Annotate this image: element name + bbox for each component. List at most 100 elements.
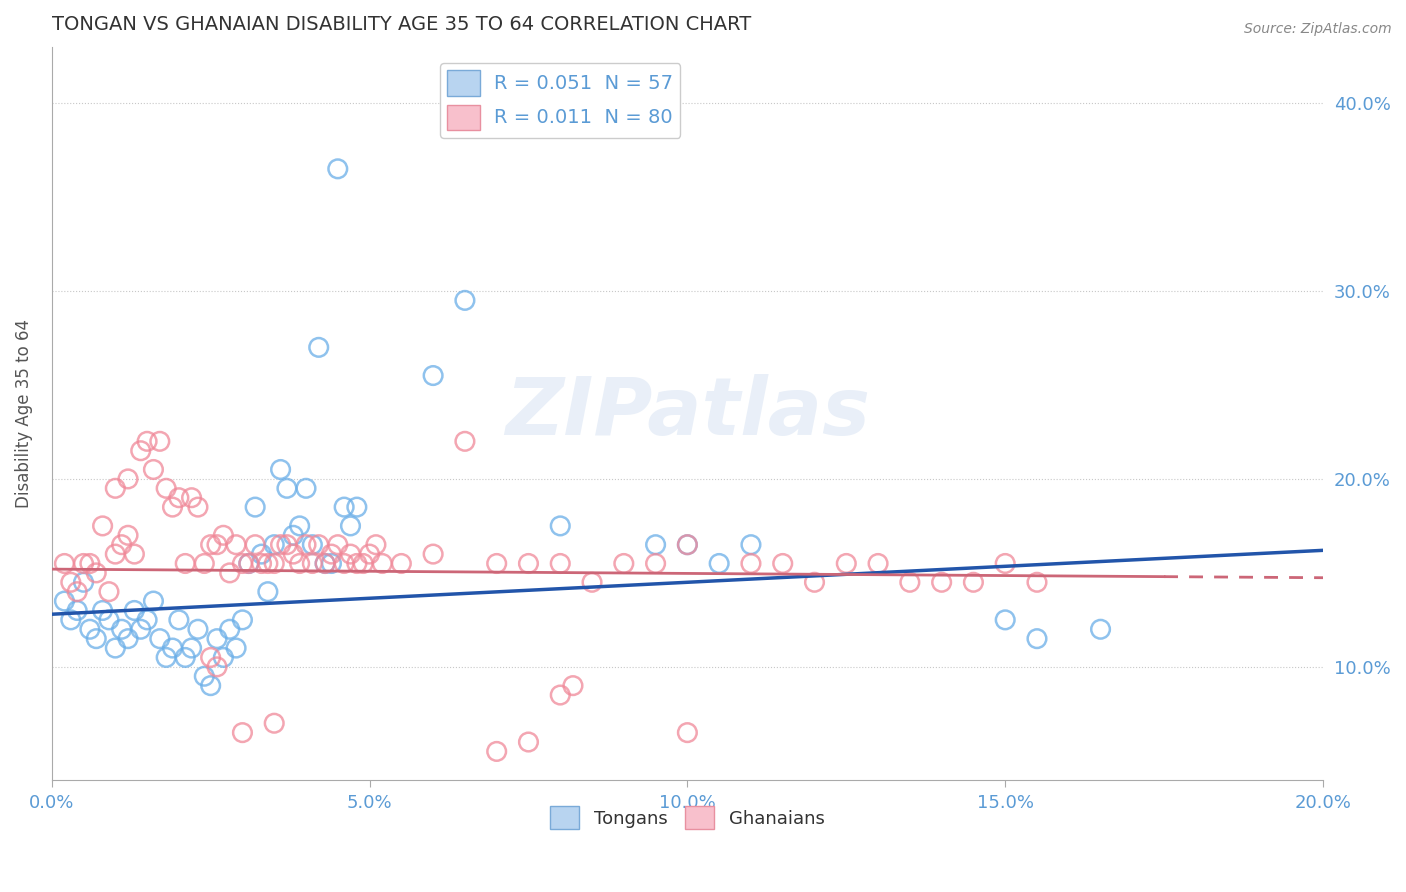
Point xyxy=(129,622,152,636)
Point xyxy=(454,293,477,308)
Point xyxy=(193,669,215,683)
Point xyxy=(276,481,298,495)
Point xyxy=(218,622,240,636)
Point xyxy=(517,557,540,571)
Point xyxy=(124,547,146,561)
Point xyxy=(321,547,343,561)
Point xyxy=(66,603,89,617)
Point xyxy=(548,519,571,533)
Point xyxy=(167,491,190,505)
Point xyxy=(155,481,177,495)
Point xyxy=(97,584,120,599)
Point xyxy=(59,613,82,627)
Point xyxy=(180,641,202,656)
Point xyxy=(167,613,190,627)
Point xyxy=(295,538,318,552)
Text: Source: ZipAtlas.com: Source: ZipAtlas.com xyxy=(1244,22,1392,37)
Point xyxy=(174,650,197,665)
Point xyxy=(200,679,222,693)
Point xyxy=(308,538,330,552)
Point xyxy=(257,584,280,599)
Point xyxy=(962,575,984,590)
Point xyxy=(548,688,571,702)
Point xyxy=(740,538,762,552)
Point xyxy=(314,557,336,571)
Point xyxy=(898,575,921,590)
Point xyxy=(72,575,94,590)
Point xyxy=(212,528,235,542)
Point xyxy=(238,557,260,571)
Point xyxy=(117,472,139,486)
Point xyxy=(707,557,730,571)
Point xyxy=(644,538,666,552)
Point xyxy=(422,368,444,383)
Point xyxy=(517,735,540,749)
Point xyxy=(352,557,374,571)
Point xyxy=(205,660,228,674)
Point xyxy=(581,575,603,590)
Point xyxy=(288,519,311,533)
Point xyxy=(835,557,858,571)
Point xyxy=(326,161,349,176)
Point xyxy=(243,500,266,515)
Point xyxy=(359,547,381,561)
Point xyxy=(117,632,139,646)
Point xyxy=(162,500,184,515)
Point xyxy=(283,528,305,542)
Text: ZIPatlas: ZIPatlas xyxy=(505,374,870,452)
Point xyxy=(676,725,699,739)
Point xyxy=(994,557,1017,571)
Point xyxy=(389,557,412,571)
Point xyxy=(243,538,266,552)
Point xyxy=(339,519,361,533)
Point xyxy=(931,575,953,590)
Point xyxy=(149,632,172,646)
Point xyxy=(288,557,311,571)
Point xyxy=(333,500,356,515)
Point xyxy=(270,462,292,476)
Point xyxy=(79,557,101,571)
Point xyxy=(136,434,159,449)
Point xyxy=(422,547,444,561)
Point xyxy=(205,538,228,552)
Point xyxy=(149,434,172,449)
Point xyxy=(104,641,127,656)
Point xyxy=(263,716,285,731)
Point xyxy=(301,557,323,571)
Point xyxy=(314,557,336,571)
Point xyxy=(250,557,273,571)
Point xyxy=(270,538,292,552)
Point xyxy=(104,547,127,561)
Point xyxy=(59,575,82,590)
Point xyxy=(124,603,146,617)
Point xyxy=(326,538,349,552)
Point xyxy=(231,725,253,739)
Point xyxy=(142,462,165,476)
Point xyxy=(97,613,120,627)
Point xyxy=(129,443,152,458)
Point xyxy=(1026,575,1049,590)
Point xyxy=(283,547,305,561)
Point xyxy=(104,481,127,495)
Point xyxy=(339,547,361,561)
Point xyxy=(257,557,280,571)
Point xyxy=(205,632,228,646)
Point xyxy=(155,650,177,665)
Point xyxy=(231,557,253,571)
Point xyxy=(174,557,197,571)
Point xyxy=(263,538,285,552)
Point xyxy=(333,557,356,571)
Point xyxy=(276,538,298,552)
Point xyxy=(180,491,202,505)
Point xyxy=(117,528,139,542)
Point xyxy=(142,594,165,608)
Point xyxy=(562,679,585,693)
Point xyxy=(53,557,76,571)
Point xyxy=(225,641,247,656)
Point xyxy=(485,744,508,758)
Point xyxy=(613,557,636,571)
Point xyxy=(772,557,794,571)
Point xyxy=(250,547,273,561)
Point xyxy=(371,557,394,571)
Point xyxy=(1026,632,1049,646)
